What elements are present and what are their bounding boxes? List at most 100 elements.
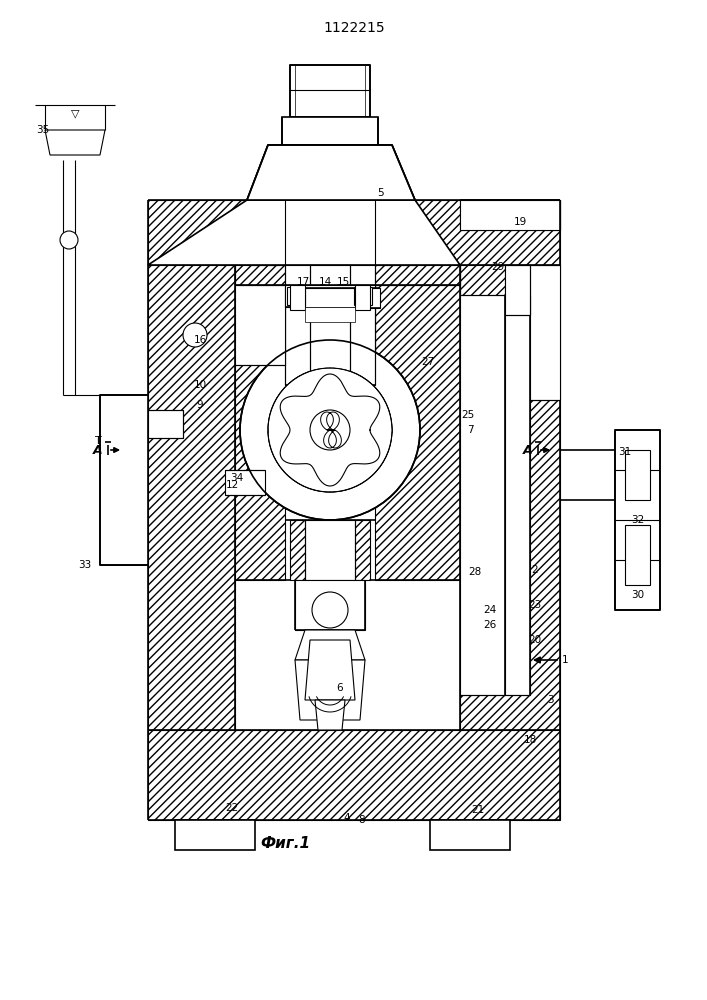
Bar <box>287 287 305 305</box>
Bar <box>460 295 505 695</box>
Bar <box>290 65 370 117</box>
Polygon shape <box>148 200 460 265</box>
Text: 17: 17 <box>296 277 310 287</box>
Wedge shape <box>245 451 283 488</box>
Circle shape <box>310 410 350 450</box>
Text: 19: 19 <box>513 217 527 227</box>
Bar <box>305 520 355 580</box>
Polygon shape <box>247 145 415 200</box>
Text: 3: 3 <box>547 695 554 705</box>
Wedge shape <box>361 352 399 390</box>
Text: 21: 21 <box>472 805 484 815</box>
Bar <box>282 117 378 145</box>
Polygon shape <box>235 265 460 285</box>
Text: 29: 29 <box>491 262 505 272</box>
Bar <box>295 580 365 630</box>
Text: 32: 32 <box>631 515 645 525</box>
Text: 28: 28 <box>468 567 481 577</box>
Circle shape <box>268 368 392 492</box>
Text: 23: 23 <box>528 600 542 610</box>
Bar <box>235 285 285 365</box>
Text: 12: 12 <box>226 480 239 490</box>
Bar <box>354 287 372 305</box>
Bar <box>100 395 148 565</box>
Circle shape <box>60 231 78 249</box>
Text: 5: 5 <box>377 188 383 198</box>
Wedge shape <box>315 491 346 520</box>
Text: А: А <box>93 444 103 456</box>
Bar <box>355 285 370 310</box>
Polygon shape <box>505 265 560 400</box>
Bar <box>625 525 650 585</box>
Wedge shape <box>285 484 320 519</box>
Polygon shape <box>235 285 285 580</box>
Wedge shape <box>341 341 375 376</box>
Text: 20: 20 <box>528 635 542 645</box>
Bar <box>225 470 265 495</box>
Bar <box>505 265 530 315</box>
Wedge shape <box>261 352 299 390</box>
Polygon shape <box>148 200 460 265</box>
Polygon shape <box>247 200 415 265</box>
Bar <box>505 295 530 695</box>
Polygon shape <box>45 130 105 155</box>
Polygon shape <box>460 295 505 695</box>
Polygon shape <box>285 265 310 385</box>
Wedge shape <box>285 341 320 376</box>
Text: ▽: ▽ <box>71 108 79 118</box>
Wedge shape <box>361 470 399 508</box>
Bar <box>310 265 350 385</box>
Polygon shape <box>148 730 560 820</box>
Bar <box>285 285 375 307</box>
Bar <box>505 265 560 400</box>
Polygon shape <box>415 200 560 265</box>
Wedge shape <box>261 470 299 508</box>
Text: 8: 8 <box>358 815 366 825</box>
Wedge shape <box>388 399 420 430</box>
Wedge shape <box>378 451 414 488</box>
Wedge shape <box>388 430 420 461</box>
Bar <box>305 307 355 322</box>
Text: 10: 10 <box>194 380 206 390</box>
Text: 1122215: 1122215 <box>323 21 385 35</box>
Bar <box>460 200 560 230</box>
Bar <box>148 410 183 438</box>
Polygon shape <box>324 430 341 448</box>
Circle shape <box>268 368 392 492</box>
Text: 30: 30 <box>631 590 645 600</box>
Bar <box>285 265 375 385</box>
Wedge shape <box>245 372 283 409</box>
Polygon shape <box>148 200 247 265</box>
Polygon shape <box>100 395 148 565</box>
Text: 7: 7 <box>467 425 473 435</box>
Circle shape <box>312 592 348 628</box>
Text: 22: 22 <box>226 803 239 813</box>
Text: 35: 35 <box>36 125 49 135</box>
Bar <box>290 285 305 310</box>
Polygon shape <box>315 700 345 730</box>
Polygon shape <box>460 265 560 730</box>
Text: 16: 16 <box>194 335 206 345</box>
Text: 18: 18 <box>523 735 537 745</box>
Wedge shape <box>240 399 271 430</box>
Text: А: А <box>523 444 533 456</box>
Text: 15: 15 <box>337 277 350 287</box>
Bar <box>430 820 510 850</box>
Polygon shape <box>247 145 415 200</box>
Text: 25: 25 <box>462 410 474 420</box>
Bar <box>175 820 255 850</box>
Polygon shape <box>148 265 235 730</box>
Wedge shape <box>341 484 375 519</box>
Text: 24: 24 <box>484 605 496 615</box>
Bar <box>235 290 280 360</box>
Text: 1: 1 <box>561 655 568 665</box>
Bar <box>625 450 650 500</box>
Bar <box>615 430 660 610</box>
Wedge shape <box>240 430 271 461</box>
Text: 2: 2 <box>532 565 538 575</box>
Text: 14: 14 <box>318 277 332 287</box>
Polygon shape <box>375 285 460 580</box>
Text: 31: 31 <box>619 447 631 457</box>
Polygon shape <box>320 412 339 430</box>
Wedge shape <box>378 372 414 409</box>
